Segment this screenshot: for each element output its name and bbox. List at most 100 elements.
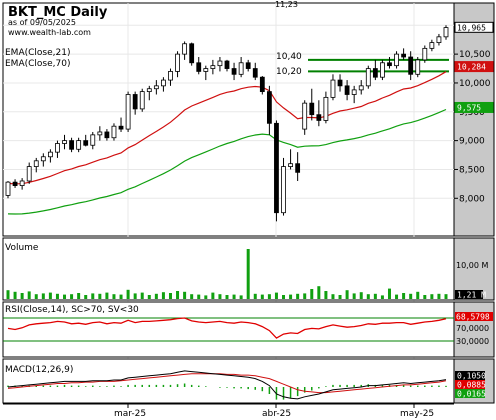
macd-tag2: 0,0885 [457, 381, 486, 390]
volume-pane-frame [2, 237, 455, 301]
candle-body [259, 76, 265, 93]
candle [259, 76, 265, 95]
candle [281, 157, 286, 216]
volume-tick: 10,00 M [456, 261, 488, 270]
site-url: www.wealth-lab.com [8, 28, 91, 37]
candle-body [429, 42, 435, 49]
volume-bar [239, 295, 243, 299]
price-tick-label: 9,000 [459, 137, 485, 147]
candle [97, 126, 103, 141]
candle-body [125, 94, 131, 130]
candle-body [274, 122, 279, 214]
volume-bar [183, 291, 187, 299]
candle-body [139, 91, 145, 110]
candle [125, 91, 131, 132]
hline2-label: 10,20 [276, 67, 302, 77]
ema70-tag-bg [454, 101, 494, 113]
price-axis-bg [453, 2, 495, 237]
candle-body [161, 79, 166, 87]
volume-bar [147, 295, 151, 299]
candle [224, 59, 230, 72]
candle-body [365, 68, 371, 87]
candle [26, 162, 32, 184]
macd-pane: MACD(12,26,9) 0,1050 0,0885 0,0165 [2, 358, 495, 404]
volume-bar [282, 295, 286, 299]
candle-body [224, 60, 230, 69]
candle [415, 57, 421, 78]
candle-body [295, 163, 301, 173]
candle [443, 25, 449, 40]
candle [372, 59, 378, 81]
candle-body [153, 85, 159, 90]
volume-bar [154, 293, 158, 299]
volume-bar [197, 294, 201, 299]
candle [118, 117, 124, 132]
volume-bar [296, 293, 300, 299]
volume-bar [324, 291, 328, 299]
candle [358, 80, 364, 95]
volume-label: Volume [5, 243, 39, 253]
volume-bar [338, 295, 342, 299]
candle-body [90, 134, 96, 146]
candle-body [33, 160, 39, 167]
volume-bar [48, 292, 52, 299]
candle [210, 59, 216, 75]
candle-body [217, 60, 223, 67]
candle-body [380, 62, 385, 78]
macd-tag3-bg [455, 389, 485, 398]
candle [55, 140, 60, 158]
candle [47, 149, 53, 163]
candle [153, 80, 159, 95]
volume-bar [402, 293, 406, 299]
candle [422, 45, 428, 63]
volume-bar [253, 293, 257, 299]
volume-bar [373, 293, 377, 299]
candle-body [394, 53, 399, 67]
volume-bar [246, 249, 250, 299]
rsi-pane-frame [2, 301, 455, 358]
candles [5, 25, 449, 222]
macd-signal-line [7, 373, 447, 394]
candle-body [387, 62, 392, 67]
volume-bar [161, 292, 165, 299]
candle-body [422, 47, 428, 61]
candle-body [415, 59, 421, 75]
candle [436, 33, 442, 46]
last-price-tag-bg [454, 21, 494, 33]
volume-bar [55, 293, 59, 299]
candle [19, 178, 25, 190]
candle-body [146, 88, 152, 93]
candle [175, 51, 180, 78]
candle-body [408, 56, 414, 75]
rsi-level30-label: 30,0000 [456, 337, 489, 346]
ema21-line [7, 71, 447, 185]
candle-body [19, 180, 25, 187]
candle [337, 74, 343, 92]
candle [62, 134, 67, 150]
candle-body [316, 114, 322, 121]
volume-bar [84, 295, 88, 299]
candle-body [344, 85, 350, 95]
volume-last-tag-bg [455, 290, 483, 299]
candle-body [26, 166, 32, 182]
candle [196, 57, 202, 75]
candle-body [83, 140, 89, 146]
candle-body [182, 43, 188, 55]
volume-bar [218, 294, 222, 299]
candle-body [189, 43, 195, 64]
price-axis-tags: 10,965 10,284 9,575 [454, 21, 494, 113]
candle-body [12, 181, 18, 186]
candle [182, 41, 188, 60]
candle-body [266, 91, 272, 124]
volume-bar [119, 294, 123, 299]
candle-body [69, 140, 74, 150]
candle [12, 179, 18, 188]
x-axis: mar-25 abr-25 may-25 [3, 403, 454, 419]
candle [380, 59, 385, 81]
candle-body [443, 27, 449, 38]
legend-ema21: EMA(Close,21) [5, 48, 70, 58]
volume-bar [176, 291, 180, 299]
volume-bar [380, 295, 384, 299]
macd-label: MACD(12,26,9) [5, 365, 73, 375]
